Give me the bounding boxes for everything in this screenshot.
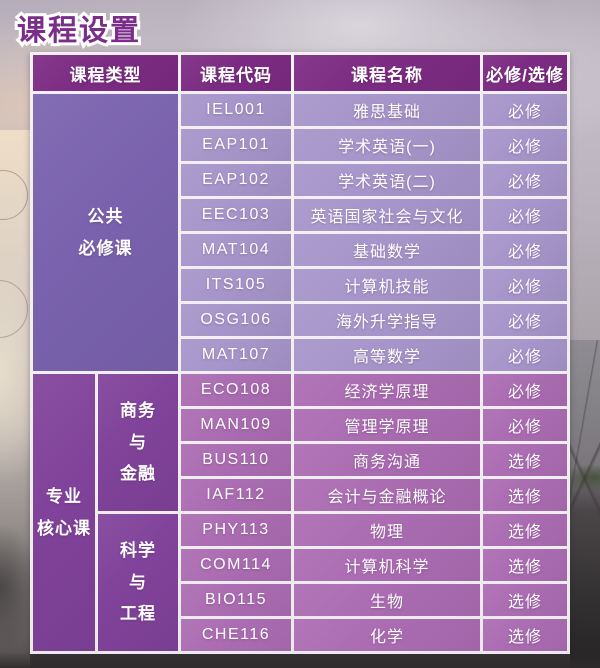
course-code-cell: EAP101	[181, 129, 291, 161]
course-name-cell: 商务沟通	[294, 444, 480, 476]
course-code-cell: MAT107	[181, 339, 291, 371]
requirement-cell: 必修	[483, 129, 567, 161]
course-code-cell: OSG106	[181, 304, 291, 336]
course-code-cell: PHY113	[181, 514, 291, 546]
background-trees	[570, 340, 600, 668]
requirement-cell: 选修	[483, 479, 567, 511]
course-code-cell: CHE116	[181, 619, 291, 651]
page-title: 课程设置	[14, 12, 142, 50]
course-name-cell: 基础数学	[294, 234, 480, 266]
header-course-type: 课程类型	[33, 55, 178, 91]
course-code-cell: EAP102	[181, 164, 291, 196]
course-code-cell: BIO115	[181, 584, 291, 616]
header-course-code: 课程代码	[181, 55, 291, 91]
course-name-cell: 海外升学指导	[294, 304, 480, 336]
requirement-cell: 选修	[483, 549, 567, 581]
course-code-cell: IEL001	[181, 94, 291, 126]
requirement-cell: 必修	[483, 199, 567, 231]
course-name-cell: 管理学原理	[294, 409, 480, 441]
course-name-cell: 英语国家社会与文化	[294, 199, 480, 231]
course-name-cell: 经济学原理	[294, 374, 480, 406]
course-code-cell: ECO108	[181, 374, 291, 406]
background-statue-sketch	[0, 130, 30, 668]
background-ground	[0, 652, 600, 668]
requirement-cell: 必修	[483, 304, 567, 336]
course-table: 课程类型 课程代码 课程名称 必修/选修 公共 必修课 IEL001 雅思基础 …	[30, 52, 570, 654]
course-name-cell: 生物	[294, 584, 480, 616]
subcategory-business-finance: 商务 与 金融	[98, 374, 178, 511]
requirement-cell: 必修	[483, 164, 567, 196]
course-name-cell: 学术英语(二)	[294, 164, 480, 196]
course-name-cell: 计算机科学	[294, 549, 480, 581]
course-code-cell: MAT104	[181, 234, 291, 266]
course-code-cell: COM114	[181, 549, 291, 581]
requirement-cell: 必修	[483, 269, 567, 301]
course-code-cell: MAN109	[181, 409, 291, 441]
course-name-cell: 学术英语(一)	[294, 129, 480, 161]
course-name-cell: 会计与金融概论	[294, 479, 480, 511]
subcategory-science-engineering: 科学 与 工程	[98, 514, 178, 651]
category-major-core: 专业 核心课	[33, 374, 95, 651]
course-code-cell: ITS105	[181, 269, 291, 301]
course-code-cell: BUS110	[181, 444, 291, 476]
course-name-cell: 化学	[294, 619, 480, 651]
requirement-cell: 选修	[483, 619, 567, 651]
category-public-required: 公共 必修课	[33, 94, 178, 371]
course-name-cell: 雅思基础	[294, 94, 480, 126]
course-name-cell: 物理	[294, 514, 480, 546]
course-code-cell: EEC103	[181, 199, 291, 231]
course-name-cell: 高等数学	[294, 339, 480, 371]
course-code-cell: IAF112	[181, 479, 291, 511]
requirement-cell: 必修	[483, 339, 567, 371]
requirement-cell: 选修	[483, 584, 567, 616]
header-requirement: 必修/选修	[483, 55, 567, 91]
requirement-cell: 必修	[483, 94, 567, 126]
requirement-cell: 必修	[483, 409, 567, 441]
requirement-cell: 选修	[483, 514, 567, 546]
header-course-name: 课程名称	[294, 55, 480, 91]
requirement-cell: 选修	[483, 444, 567, 476]
course-name-cell: 计算机技能	[294, 269, 480, 301]
requirement-cell: 必修	[483, 374, 567, 406]
requirement-cell: 必修	[483, 234, 567, 266]
